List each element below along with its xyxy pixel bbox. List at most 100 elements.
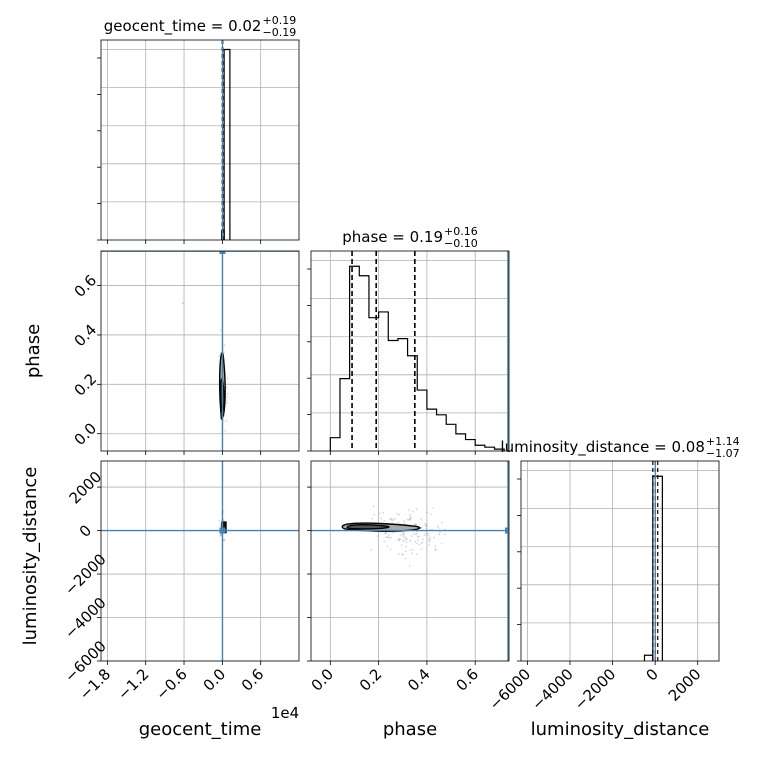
geocent-x-tick-label: −0.6 bbox=[152, 665, 190, 703]
sample-point bbox=[401, 534, 404, 537]
sample-point bbox=[386, 536, 389, 539]
sample-point bbox=[410, 535, 413, 537]
sample-point bbox=[397, 521, 400, 524]
sample-point bbox=[218, 519, 221, 522]
sample-point bbox=[406, 518, 409, 521]
phase-x-tick-label: 0.6 bbox=[452, 665, 482, 695]
sample-point bbox=[385, 532, 387, 535]
geocent-x-tick-label: −1.2 bbox=[114, 665, 152, 703]
sample-point bbox=[415, 553, 418, 555]
hist-phase-title: phase = 0.19 +0.16−0.10 bbox=[342, 225, 478, 250]
sample-point bbox=[408, 514, 411, 516]
sample-point bbox=[223, 538, 226, 541]
sample-point bbox=[428, 541, 431, 543]
sample-point bbox=[427, 538, 430, 541]
sample-point bbox=[440, 542, 443, 545]
sample-point bbox=[425, 527, 428, 530]
sample-point bbox=[440, 521, 443, 524]
sample-point bbox=[437, 527, 440, 529]
title-equals: = bbox=[388, 228, 410, 246]
sample-point bbox=[434, 548, 437, 551]
sample-point bbox=[400, 544, 403, 546]
title-label: luminosity_distance bbox=[500, 438, 649, 457]
sample-point bbox=[222, 519, 225, 522]
sample-point bbox=[383, 540, 386, 543]
title-equals: = bbox=[649, 438, 671, 456]
sample-point bbox=[219, 524, 222, 527]
sample-point bbox=[220, 533, 222, 536]
hist-geocent_time-panel bbox=[101, 40, 299, 240]
sample-point bbox=[417, 539, 419, 541]
sample-point bbox=[409, 516, 412, 518]
sample-point bbox=[414, 523, 417, 526]
sample-point bbox=[425, 525, 428, 528]
sample-point bbox=[405, 545, 407, 548]
sample-point bbox=[219, 535, 222, 537]
lumdist-y-tick-label: −2000 bbox=[61, 550, 110, 599]
lumdist-x-tick-label: 2000 bbox=[665, 665, 705, 705]
hist-luminosity_distance-title: luminosity_distance = 0.08 +1.14−1.07 bbox=[500, 435, 739, 460]
phase-y-tick-label: 0.0 bbox=[71, 419, 101, 449]
phase-y-tick-label: 0.2 bbox=[71, 370, 101, 400]
scatter-phase-luminosity_distance-panel bbox=[311, 461, 509, 661]
sample-point bbox=[414, 533, 417, 536]
lumdist-x-tick-label: −4000 bbox=[528, 665, 577, 714]
sample-point bbox=[403, 539, 406, 541]
sample-point bbox=[403, 533, 405, 536]
sample-point bbox=[392, 519, 395, 521]
sample-point bbox=[219, 534, 222, 537]
sample-point bbox=[378, 512, 381, 515]
sample-point bbox=[420, 526, 423, 529]
geocent_time-x-axis-label: geocent_time bbox=[139, 719, 262, 740]
sample-point bbox=[421, 541, 424, 544]
sample-point bbox=[380, 517, 382, 520]
lumdist-y-tick-label: 0 bbox=[76, 521, 95, 540]
sample-point bbox=[371, 517, 373, 520]
panel-frame bbox=[100, 250, 300, 452]
sample-point bbox=[404, 557, 407, 560]
sample-point bbox=[408, 509, 410, 512]
sample-point bbox=[408, 565, 411, 568]
luminosity_distance-x-axis-label: luminosity_distance bbox=[531, 719, 710, 740]
sample-point bbox=[399, 538, 402, 541]
sample-point bbox=[382, 511, 385, 514]
sample-point bbox=[415, 533, 418, 535]
geocent-x-tick-label: 0.6 bbox=[238, 665, 268, 695]
hist-steps bbox=[329, 265, 505, 451]
sample-point bbox=[389, 548, 392, 551]
sample-point bbox=[434, 548, 437, 551]
sample-point bbox=[428, 536, 431, 539]
sample-point bbox=[387, 536, 390, 539]
hist-bar bbox=[223, 48, 231, 240]
sample-point bbox=[427, 532, 430, 535]
sample-point bbox=[376, 535, 379, 538]
panel-frame bbox=[100, 460, 300, 662]
sample-point bbox=[412, 510, 415, 513]
sample-point bbox=[372, 505, 375, 508]
sample-point bbox=[423, 534, 426, 537]
sample-point bbox=[397, 539, 400, 542]
hist-geocent_time-title-text: geocent_time = 0.02 bbox=[104, 17, 262, 36]
sample-point bbox=[402, 553, 404, 556]
sample-point bbox=[387, 533, 390, 536]
sample-point bbox=[410, 517, 413, 520]
phase-x-tick-label: 0.4 bbox=[404, 665, 434, 695]
sample-point bbox=[411, 552, 414, 555]
hist-geocent_time-title: geocent_time = 0.02 +0.19−0.19 bbox=[104, 14, 296, 39]
sample-point bbox=[398, 538, 401, 541]
hist-phase-title-text: phase = 0.19 bbox=[342, 228, 443, 246]
phase-y-axis-label: phase bbox=[23, 324, 44, 378]
luminosity_distance-y-axis-label: luminosity_distance bbox=[20, 467, 41, 646]
sample-point bbox=[409, 549, 412, 552]
sample-point bbox=[225, 395, 228, 398]
sample-point bbox=[425, 532, 428, 535]
sample-point bbox=[226, 377, 229, 380]
sample-point bbox=[223, 351, 225, 354]
sample-point bbox=[386, 545, 389, 548]
scatter-geocent_time-phase-panel bbox=[101, 251, 299, 451]
title-plus-error: +0.16 bbox=[444, 225, 478, 238]
lumdist-y-tick-label: −4000 bbox=[61, 594, 110, 643]
sample-point bbox=[408, 518, 411, 521]
phase-x-tick-label: 0.0 bbox=[308, 665, 338, 695]
sample-point bbox=[422, 538, 425, 541]
